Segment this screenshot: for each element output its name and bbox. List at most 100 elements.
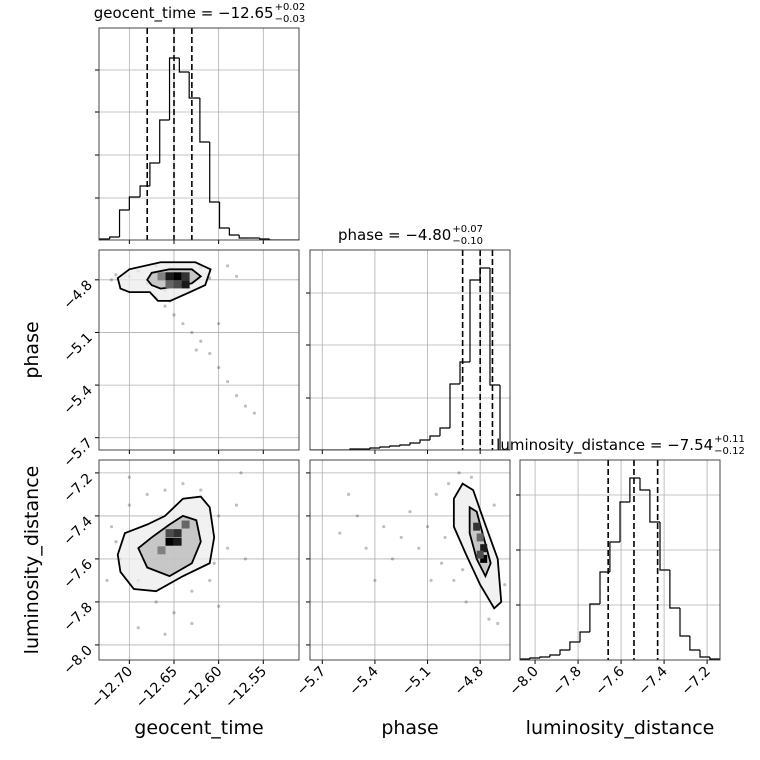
histogram-bin	[139, 185, 150, 197]
density-cell	[157, 272, 166, 281]
histogram-bin	[589, 603, 600, 632]
sample-point	[373, 578, 377, 583]
sample-point	[181, 482, 185, 486]
sample-point	[487, 617, 491, 621]
density-cell	[173, 280, 182, 289]
x-axis-label: luminosity_distance	[526, 717, 715, 739]
sample-point	[492, 503, 496, 507]
histogram-bin	[499, 385, 510, 450]
sample-point	[136, 626, 140, 630]
x-tick-label: −12.65	[133, 664, 181, 712]
panel-title: phase = −4.80	[338, 226, 451, 244]
sample-point	[225, 264, 230, 268]
sample-point	[390, 557, 395, 561]
histogram-bin	[409, 442, 420, 445]
sample-point	[217, 322, 221, 326]
sample-point	[461, 568, 465, 572]
sample-point	[338, 531, 342, 535]
sample-point	[425, 525, 430, 529]
x-tick-label: −5.7	[294, 664, 329, 699]
histogram-bin	[369, 447, 380, 449]
histogram-bin	[168, 57, 180, 120]
density-cell	[165, 529, 174, 538]
y-tick-label: −5.1	[60, 330, 95, 365]
sample-point	[199, 488, 203, 492]
sample-point	[145, 492, 149, 497]
title-minus: −0.12	[714, 446, 745, 457]
sample-point	[208, 351, 212, 356]
histogram-bin	[389, 445, 400, 447]
sample-point	[243, 404, 248, 408]
density-cell	[173, 529, 182, 538]
sample-point	[239, 471, 243, 475]
panel-frame	[309, 459, 511, 661]
density-cell	[173, 272, 182, 281]
density-cell	[165, 280, 174, 289]
panel	[310, 250, 510, 450]
histogram-bin	[479, 267, 490, 280]
title-plus: +0.11	[714, 434, 745, 445]
density-cell	[476, 533, 484, 542]
sample-point	[457, 471, 461, 475]
sample-point	[181, 322, 185, 326]
histogram-bin	[218, 202, 230, 229]
sample-point	[503, 583, 507, 587]
density-cell	[181, 272, 190, 281]
sample-point	[217, 514, 221, 518]
sample-point	[399, 535, 403, 540]
histogram-bin	[679, 608, 690, 637]
x-tick-label: −12.70	[88, 664, 136, 712]
density-cell	[476, 550, 484, 559]
x-tick-label: −7.4	[636, 663, 671, 698]
y-tick-label: −5.7	[60, 435, 95, 470]
sample-point	[217, 365, 221, 370]
y-axis-label: phase	[21, 321, 43, 378]
panel	[99, 460, 299, 660]
y-tick-label: −8.0	[60, 642, 95, 677]
histogram-bin	[238, 235, 250, 239]
x-axis-label: phase	[381, 717, 438, 739]
histogram-bin	[549, 654, 560, 657]
histogram-bin	[118, 209, 130, 237]
histogram-bin	[559, 649, 570, 655]
density-cell	[480, 554, 488, 563]
sample-point	[252, 411, 256, 415]
title-plus: +0.02	[275, 2, 306, 13]
histogram-bin	[228, 228, 240, 236]
histogram-bin	[649, 490, 660, 523]
sample-point	[163, 488, 167, 492]
histogram-bin	[449, 383, 460, 428]
x-tick-label: −12.55	[222, 664, 270, 712]
sample-point	[217, 604, 221, 608]
sample-point	[127, 475, 131, 479]
histogram-bin	[709, 657, 720, 660]
x-tick-label: −4.8	[452, 664, 487, 699]
histogram-bin	[259, 238, 270, 240]
x-tick-label: −5.4	[346, 663, 381, 698]
sample-point	[364, 546, 368, 550]
sample-point	[105, 578, 109, 583]
sample-point	[225, 546, 230, 550]
histogram-bin	[379, 446, 390, 448]
histogram-bin	[199, 98, 210, 143]
sample-point	[208, 276, 212, 280]
histogram-bin	[268, 239, 280, 240]
histogram-bin	[659, 522, 670, 571]
histogram-bin	[639, 478, 650, 491]
sample-point	[469, 475, 474, 479]
histogram-bin	[128, 196, 141, 210]
panel-frame	[309, 249, 511, 451]
panel	[99, 28, 299, 240]
sample-point	[109, 525, 114, 529]
x-tick-label: −7.8	[550, 664, 585, 699]
density-cell	[165, 272, 174, 281]
histogram-bin	[689, 636, 700, 651]
sample-point	[225, 379, 230, 384]
density-cell	[157, 546, 166, 555]
sample-point	[172, 313, 176, 317]
density-cell	[480, 544, 488, 553]
x-tick-label: −5.1	[399, 664, 434, 699]
sample-point	[154, 600, 158, 604]
sample-point	[382, 525, 386, 529]
